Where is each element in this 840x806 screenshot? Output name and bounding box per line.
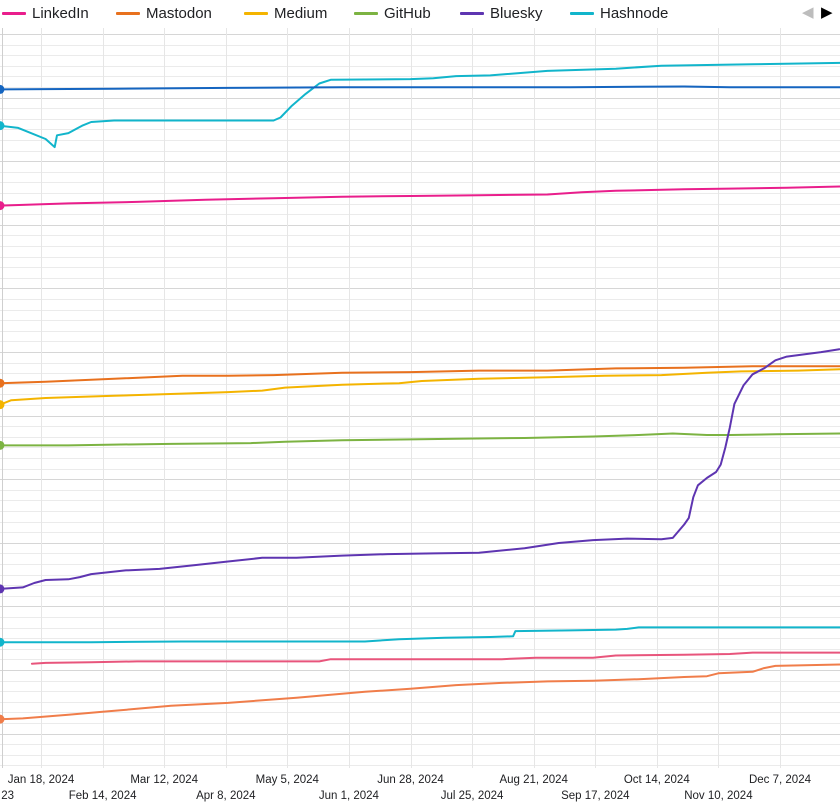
series-line-mastodon	[0, 365, 840, 385]
legend-item-github[interactable]: GitHub	[354, 5, 431, 22]
series-marker-mastodon	[0, 378, 5, 388]
series-line-hashnode	[0, 626, 840, 644]
series-marker-hashnode	[0, 121, 5, 131]
legend-next-page-icon[interactable]: ▶	[821, 4, 833, 21]
x-tick-label: Jun 28, 2024	[377, 774, 444, 786]
series-marker-linkedin	[0, 201, 5, 211]
legend-swatch	[244, 12, 268, 15]
legend-label: GitHub	[384, 5, 431, 22]
x-tick-label: Jun 1, 2024	[319, 790, 380, 802]
legend-prev-page-icon[interactable]: ◀	[802, 4, 814, 21]
series-line-bluesky	[0, 348, 840, 590]
x-tick-label: Sep 17, 2024	[561, 790, 630, 802]
legend-item-linkedin[interactable]: LinkedIn	[2, 5, 89, 22]
legend-label: Bluesky	[490, 5, 543, 22]
x-tick-label: Mar 12, 2024	[130, 774, 198, 786]
legend-label: Mastodon	[146, 5, 212, 22]
x-tick-label: Feb 14, 2024	[69, 790, 137, 802]
x-tick-label: Oct 14, 2024	[624, 774, 690, 786]
legend-label: Medium	[274, 5, 328, 22]
x-tick-label: Nov 10, 2024	[684, 790, 753, 802]
legend-label: LinkedIn	[32, 5, 89, 22]
legend-label: Hashnode	[600, 5, 669, 22]
legend-swatch	[354, 12, 378, 15]
legend-swatch	[2, 12, 26, 15]
legend-item-medium[interactable]: Medium	[244, 5, 327, 22]
series-marker-github	[0, 440, 5, 450]
series-line-linkedin	[30, 651, 840, 665]
series-marker-hashnode	[0, 637, 5, 647]
x-tick-label: Apr 8, 2024	[196, 790, 256, 802]
series-marker-bluesky	[0, 584, 5, 594]
chart-legend: LinkedIn Mastodon Medium GitHub Bluesky …	[0, 0, 840, 28]
series-marker-medium	[0, 400, 5, 410]
x-tick-label: Aug 21, 2024	[499, 774, 568, 786]
series-line-linkedin	[0, 185, 840, 207]
series-line-hashnode	[0, 61, 840, 149]
x-axis-tick-labels: 23 Jan 18, 2024 Feb 14, 2024 Mar 12, 2024 Ap…	[1, 774, 811, 802]
legend-item-bluesky[interactable]: Bluesky	[460, 5, 543, 22]
legend-swatch	[570, 12, 594, 15]
series-line-medium	[0, 368, 840, 406]
series-line-bluesky	[0, 85, 840, 91]
series-line-mastodon	[0, 663, 840, 721]
x-tick-label: Jan 18, 2024	[8, 774, 75, 786]
x-tick-label: Jul 25, 2024	[441, 790, 504, 802]
legend-item-mastodon[interactable]: Mastodon	[116, 5, 212, 22]
series-marker-mastodon	[0, 714, 5, 724]
vertical-gridlines	[2, 28, 781, 768]
legend-swatch	[116, 12, 140, 15]
series-line-github	[0, 432, 840, 447]
series-marker-bluesky	[0, 84, 5, 94]
legend-item-hashnode[interactable]: Hashnode	[570, 5, 668, 22]
series-start-markers	[0, 84, 5, 724]
x-tick-label: 23	[1, 790, 14, 802]
series-lines	[0, 61, 840, 721]
legend-swatch	[460, 12, 484, 15]
horizontal-gridlines	[0, 34, 840, 766]
x-tick-label: Dec 7, 2024	[749, 774, 812, 786]
x-tick-label: May 5, 2024	[256, 774, 320, 786]
